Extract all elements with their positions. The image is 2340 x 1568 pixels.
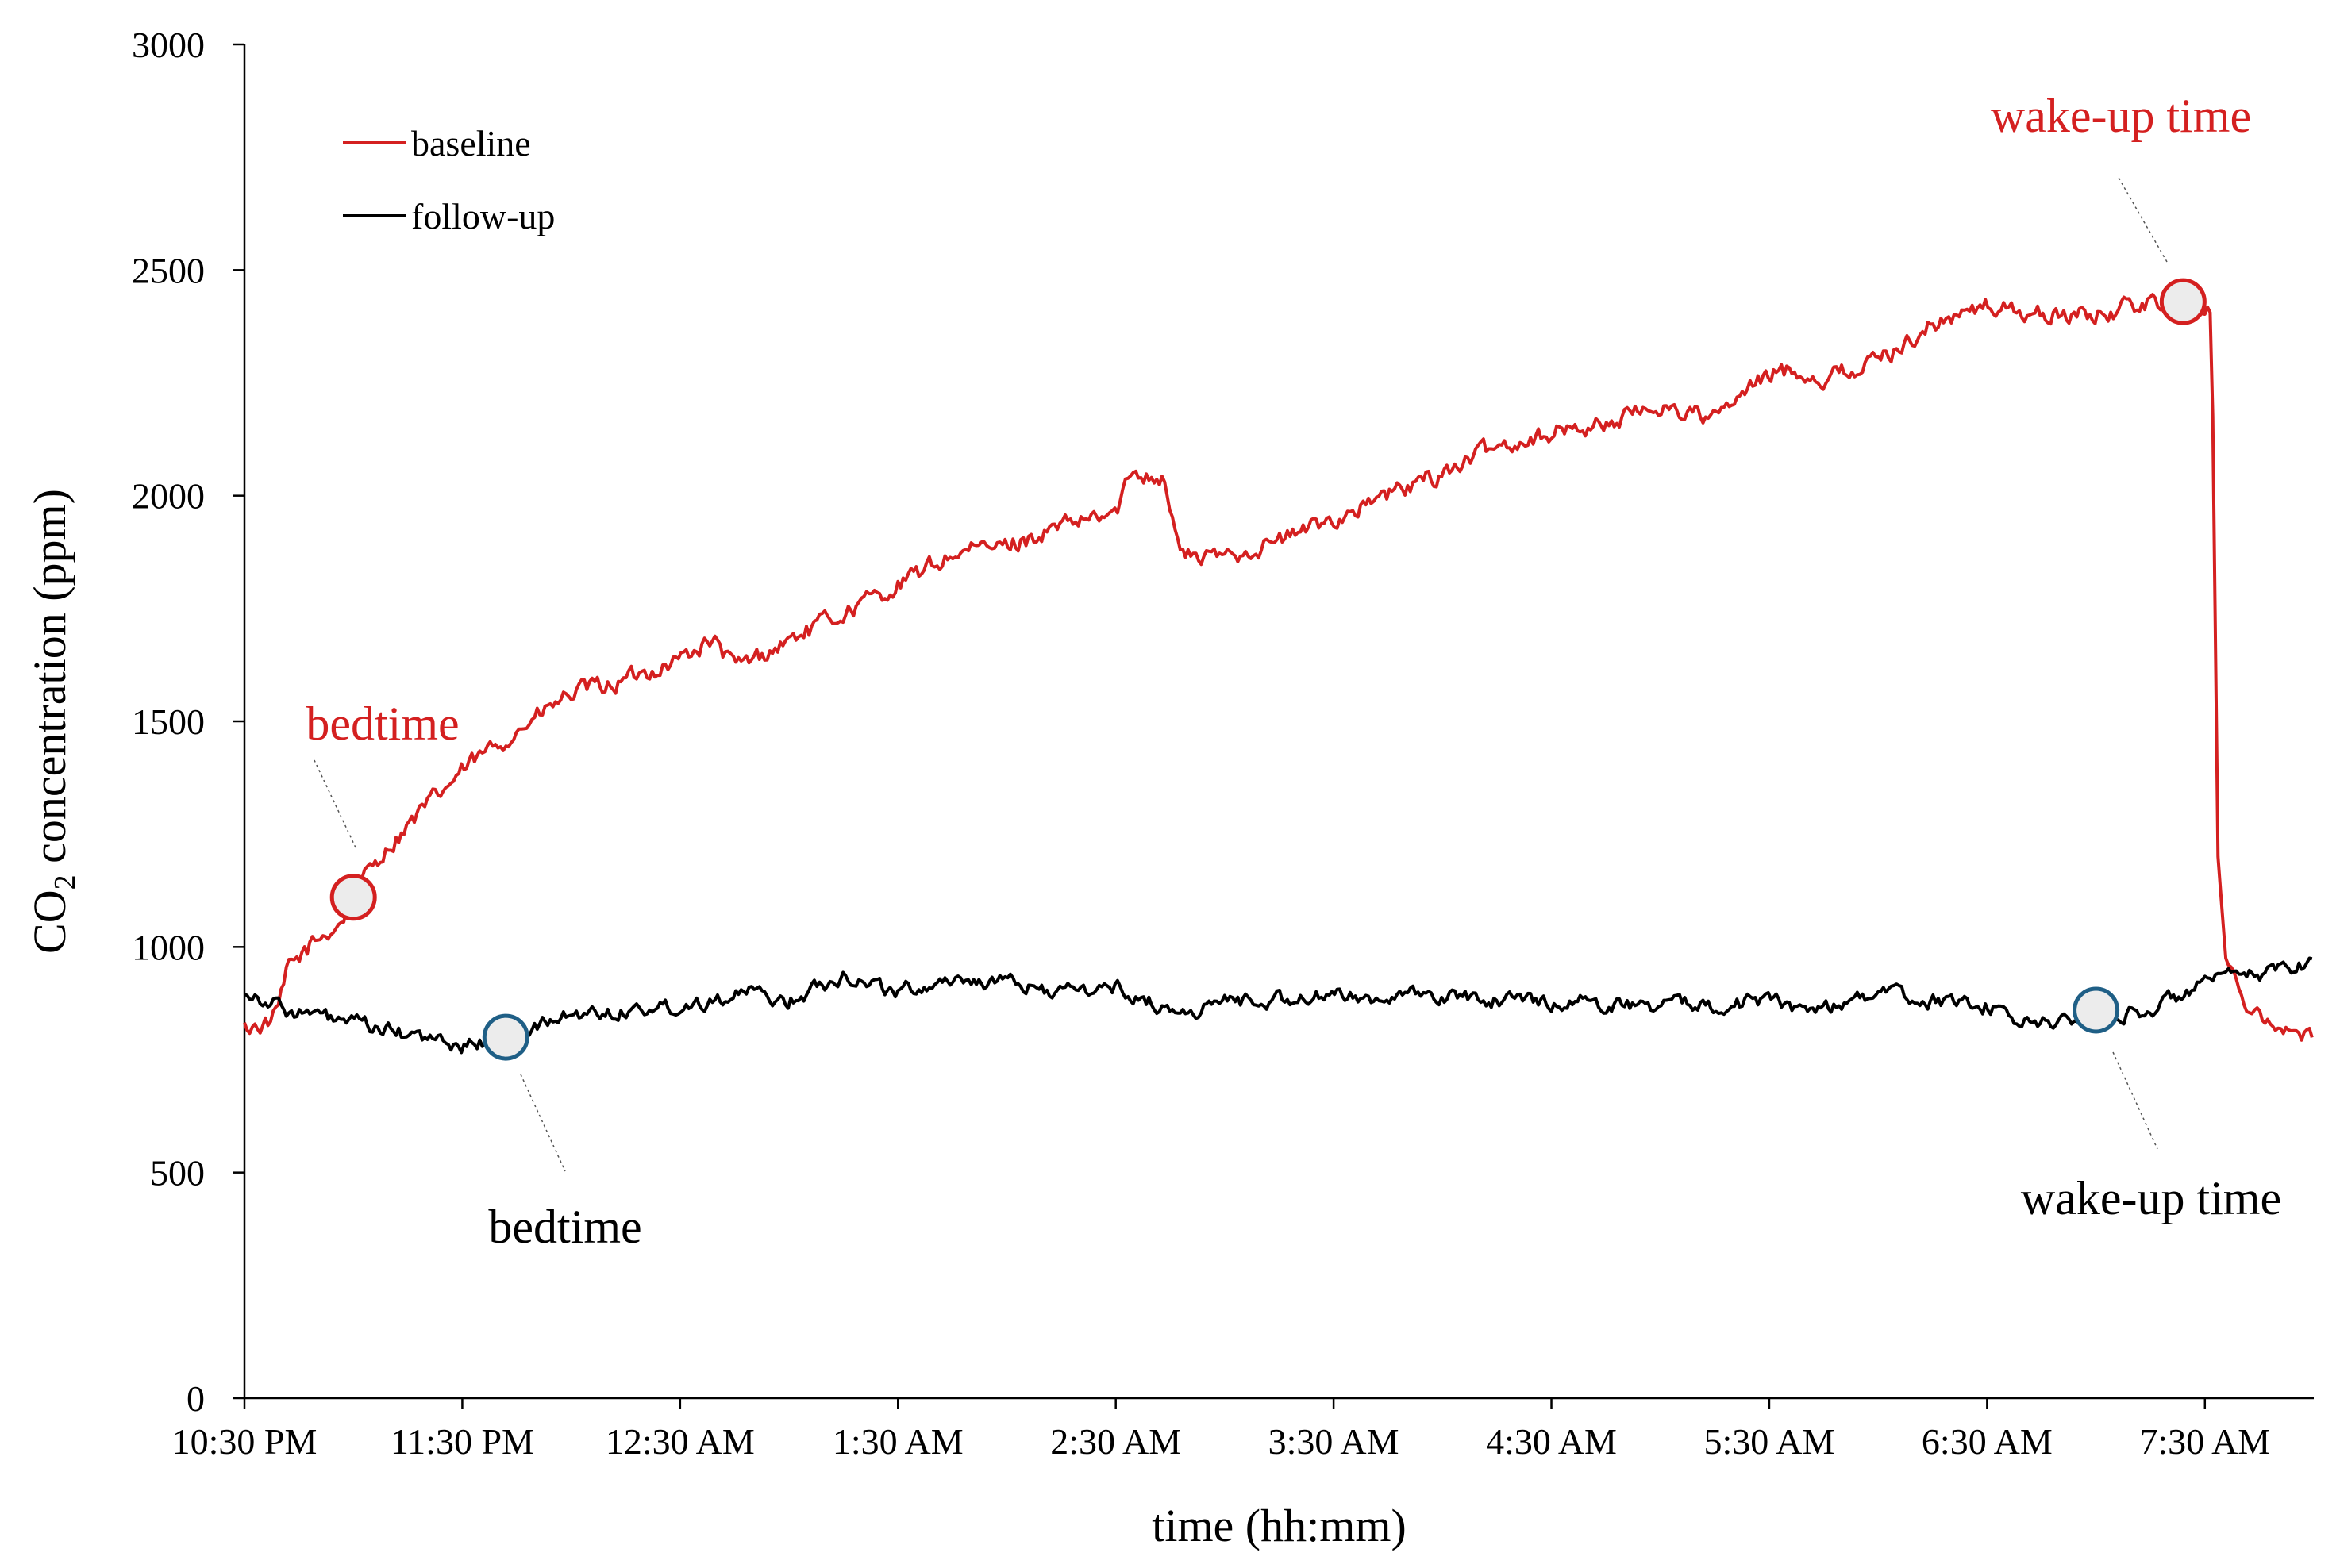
annotation-marker-baseline_bedtime [329,874,377,921]
legend: baseline follow-up [343,123,555,236]
y-tick-label: 500 [150,1153,205,1193]
y-axis-title-main: CO [24,890,75,954]
x-tick-label: 5:30 AM [1704,1421,1835,1462]
series-line-baseline [243,292,2314,1042]
x-axis-title: time (hh:mm) [1152,1500,1407,1551]
series-line-follow-up [244,956,2313,1055]
annotation-label-followup_wakeup: wake-up time [2021,1172,2281,1224]
annotation-marker-followup_bedtime [482,1013,529,1061]
annotation-marker-followup_wakeup [2073,986,2120,1034]
annotation-leader-baseline_wakeup [2117,175,2168,263]
y-axis-title: CO2 concentration (ppm) [24,489,82,954]
series-layer [243,292,2314,1055]
annotation-leader-baseline_bedtime [314,759,356,848]
annotation-label-baseline_bedtime: bedtime [306,698,459,750]
legend-label-baseline: baseline [411,123,531,163]
y-tick-label: 3000 [132,25,205,65]
x-tick-label: 11:30 PM [391,1421,534,1462]
y-tick-label: 1500 [132,701,205,742]
annotation-leader-followup_bedtime [520,1074,566,1172]
axes: 0 500 1000 1500 2000 2500 3000 10:30 PM 11:30 P… [132,25,2314,1462]
annotations: bedtime wake-up time bedtime wake-up time [306,90,2281,1253]
x-tick-label: 1:30 AM [833,1421,964,1462]
x-tick-label: 7:30 AM [2139,1421,2270,1462]
x-tick-label: 3:30 AM [1268,1421,1399,1462]
x-tick-label: 12:30 AM [606,1421,755,1462]
y-axis-title-subscript: 2 [48,874,82,890]
x-ticks: 10:30 PM 11:30 PM 12:30 AM 1:30 AM 2:30 AM 3:… [172,1398,2270,1462]
x-tick-label: 4:30 AM [1486,1421,1617,1462]
legend-label-follow-up: follow-up [411,196,555,236]
y-tick-label: 0 [187,1378,205,1419]
y-axis-title-rest: concentration (ppm) [24,489,75,874]
y-ticks: 0 500 1000 1500 2000 2500 3000 [132,25,244,1419]
y-tick-label: 2500 [132,250,205,290]
x-tick-label: 2:30 AM [1050,1421,1181,1462]
annotation-label-baseline_wakeup: wake-up time [1991,90,2251,142]
x-tick-label: 6:30 AM [1922,1421,2053,1462]
x-tick-label: 10:30 PM [172,1421,318,1462]
annotation-marker-baseline_wakeup [2159,278,2207,325]
y-tick-label: 2000 [132,476,205,517]
y-tick-label: 1000 [132,927,205,967]
annotation-label-followup_bedtime: bedtime [488,1201,641,1253]
annotation-leader-followup_wakeup [2112,1051,2158,1150]
